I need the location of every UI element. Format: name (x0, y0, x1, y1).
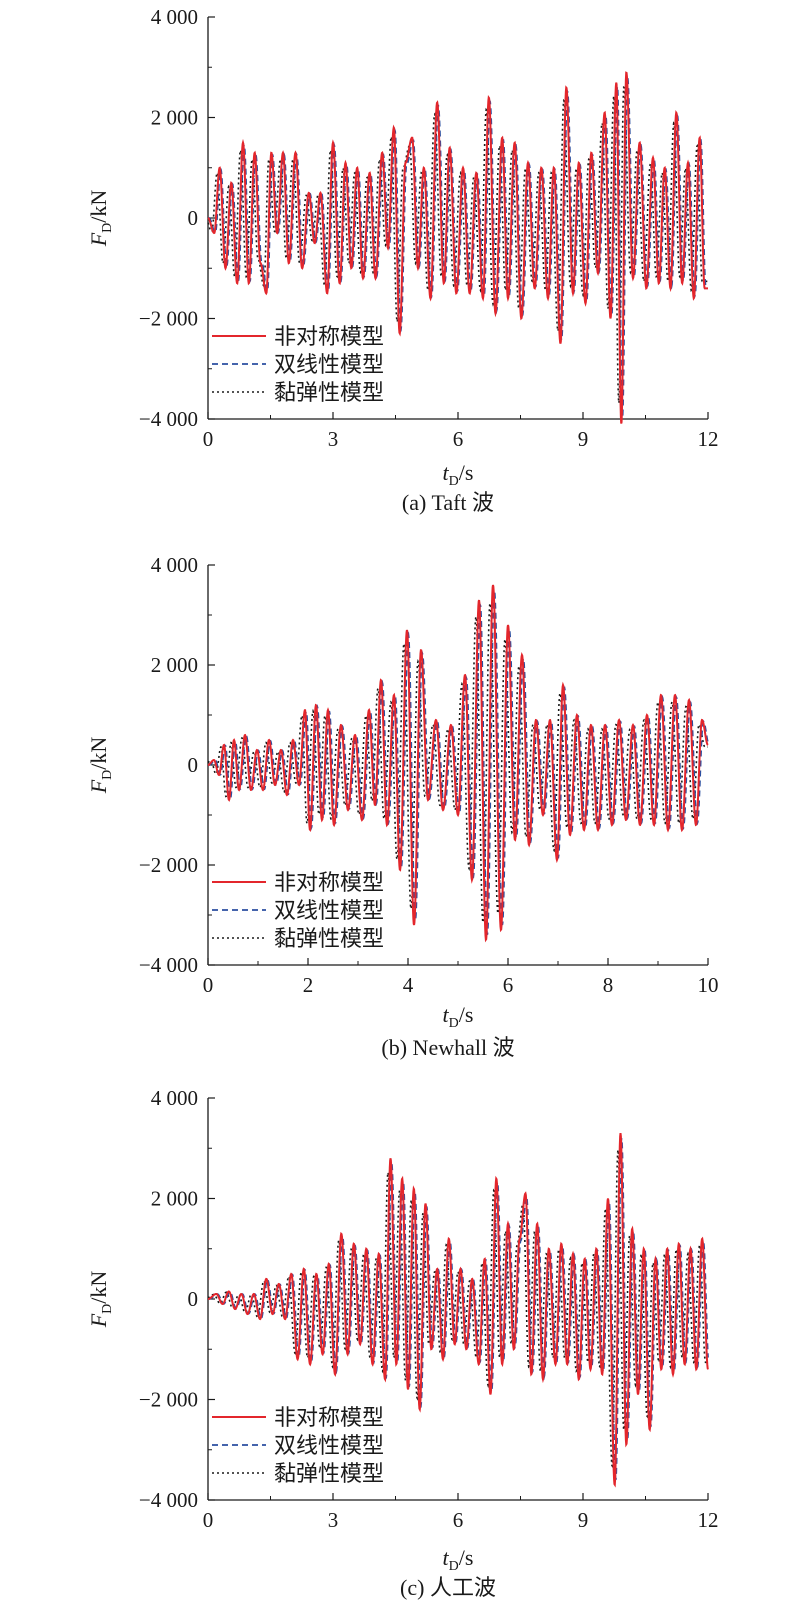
legend-label-0: 非对称模型 (274, 1406, 384, 1431)
chart-caption: (c) 人工波 (400, 1575, 496, 1600)
chart-caption: (a) Taft 波 (402, 490, 494, 515)
series-line-0 (207, 584, 709, 943)
x-tick-label: 9 (578, 427, 589, 451)
y-tick-label: −4 000 (139, 953, 198, 977)
x-tick-label: 6 (453, 1508, 464, 1532)
chart-panel-0: −4 000 −2 000 0 2 000 4 000 0 3 6 9 12 非对称模型双线性模型黏… (86, 5, 719, 515)
x-tick-label: 9 (578, 1508, 589, 1532)
x-tick-label: 3 (328, 1508, 339, 1532)
legend-label-1: 双线性模型 (274, 1434, 384, 1459)
x-tick-label: 12 (698, 427, 719, 451)
series-line-2 (207, 1149, 708, 1469)
legend-label-2: 黏弹性模型 (274, 927, 384, 952)
x-tick-label: 12 (698, 1508, 719, 1532)
x-tick-label: 10 (698, 973, 719, 997)
x-axis-label: tD/s (443, 460, 474, 489)
y-tick-label: 0 (188, 1287, 199, 1311)
y-tick-label: −2 000 (139, 853, 198, 877)
y-axis-label: FD/kN (86, 1271, 115, 1329)
x-tick-label: 6 (453, 427, 464, 451)
legend-label-1: 双线性模型 (274, 353, 384, 378)
y-tick-label: −2 000 (139, 307, 198, 331)
x-axis-label: tD/s (443, 1545, 474, 1574)
y-tick-label: 2 000 (151, 653, 198, 677)
series-line-0 (207, 1133, 709, 1488)
y-tick-label: −4 000 (139, 407, 198, 431)
y-tick-label: 0 (188, 206, 199, 230)
x-tick-label: 0 (203, 1508, 214, 1532)
legend-label-0: 非对称模型 (274, 325, 384, 350)
x-tick-label: 0 (203, 973, 214, 997)
y-tick-label: 4 000 (151, 1086, 198, 1110)
series-line-0 (207, 71, 708, 424)
y-tick-label: 2 000 (151, 106, 198, 130)
chart-panel-2: −4 000 −2 000 0 2 000 4 000 0 3 6 9 12 非对称模型双线性模型黏… (86, 1086, 719, 1600)
x-tick-label: 6 (503, 973, 514, 997)
chart-caption: (b) Newhall 波 (381, 1035, 514, 1060)
y-tick-label: 0 (188, 753, 199, 777)
y-axis-label: FD/kN (86, 190, 115, 248)
legend-label-0: 非对称模型 (274, 871, 384, 896)
x-tick-label: 0 (203, 427, 214, 451)
y-tick-label: 4 000 (151, 553, 198, 577)
y-tick-label: 4 000 (151, 5, 198, 29)
legend-label-1: 双线性模型 (274, 899, 384, 924)
y-tick-label: −2 000 (139, 1388, 198, 1412)
x-tick-label: 4 (403, 973, 414, 997)
y-axis-label: FD/kN (86, 737, 115, 795)
legend-label-2: 黏弹性模型 (274, 1462, 384, 1487)
y-tick-label: −4 000 (139, 1488, 198, 1512)
series-line-1 (208, 589, 709, 935)
x-tick-label: 2 (303, 973, 314, 997)
x-axis-label: tD/s (443, 1002, 474, 1031)
y-tick-label: 2 000 (151, 1187, 198, 1211)
x-tick-label: 3 (328, 427, 339, 451)
legend-label-2: 黏弹性模型 (274, 381, 384, 406)
x-tick-label: 8 (603, 973, 614, 997)
chart-panel-1: −4 000 −2 000 0 2 000 4 000 0 2 4 6 8 10 非对称模型双线性模型… (86, 553, 719, 1060)
